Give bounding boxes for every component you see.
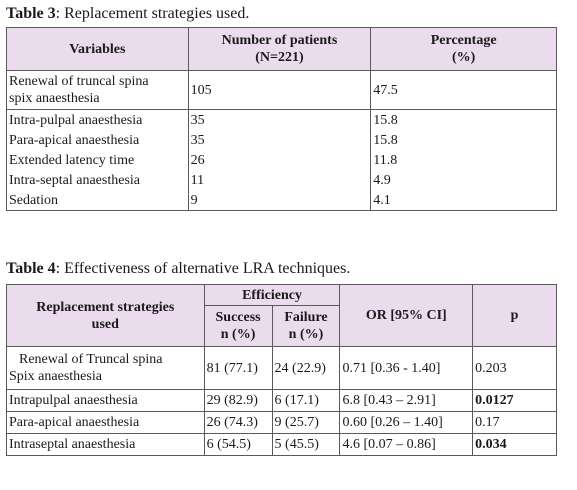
table3-cell-percentage: 4.9 xyxy=(373,172,391,188)
table4-header-efficiency: Efficiency xyxy=(204,284,341,306)
header-percentage-line1: Percentage xyxy=(430,33,497,48)
table4-caption: Table 4: Effectiveness of alternative LR… xyxy=(6,260,350,278)
header-strategies-line2: used xyxy=(91,316,119,332)
table3-cell-variable: Extended latency time xyxy=(6,150,189,170)
table4-header-p: p xyxy=(472,284,557,347)
header-patients-line2: (N=221) xyxy=(255,50,304,65)
table4-cell-strategy: Intrapulpal anaesthesia xyxy=(6,389,205,412)
strategy-line1: Renewal of Truncal spina xyxy=(19,352,163,367)
table3-cell-variable: Intra-septal anaesthesia xyxy=(6,170,189,190)
table3-cell-patients: 105 xyxy=(188,70,372,110)
table3-cell-percentage: 47.5 xyxy=(370,70,557,110)
table4-cell-strategy: Para-apical anaesthesia xyxy=(6,411,205,434)
table4-header-row-1: Replacement strategies used Efficiency OR… xyxy=(6,284,557,347)
table3-cell-percentage: 4.1 xyxy=(373,192,391,208)
table4-header-or: OR [95% CI] xyxy=(339,284,474,347)
table4-header-failure: Failure n (%) xyxy=(272,305,341,347)
header-patients-line1: Number of patients xyxy=(221,33,338,48)
table4-cell-failure: 6 (17.1) xyxy=(272,389,341,412)
table4-cell-p: 0.0127 xyxy=(472,389,557,412)
header-variables-label: Variables xyxy=(69,41,126,57)
table3: Variables Number of patients (N=221) Perc… xyxy=(6,27,557,211)
header-percentage-line2: (%) xyxy=(451,50,476,65)
header-success-line2: n (%) xyxy=(220,327,256,342)
table3-cell-percentage: 15.8 xyxy=(373,132,398,148)
table4-header-row-2: Success n (%) Failure n (%) xyxy=(7,305,557,347)
table-row: Intra-septal anaesthesia 11 4.9 xyxy=(6,170,557,190)
table3-cell-variable: Para-apical anaesthesia xyxy=(6,130,189,150)
table-row: Sedation 9 4.1 xyxy=(6,190,557,211)
table4-cell-strategy: Renewal of Truncal spina Spix anaesthesia xyxy=(6,346,205,390)
table3-header-percentage: Percentage (%) xyxy=(370,27,557,71)
table3-cell-patients: 26 xyxy=(188,150,372,170)
table4-cell-success: 81 (77.1) xyxy=(204,346,273,390)
table4-header-success: Success n (%) xyxy=(204,305,273,347)
table-row: Intraseptal anaesthesia 6 (54.5) 5 (45.5… xyxy=(6,433,557,456)
table4: Replacement strategies used Efficiency OR… xyxy=(6,284,557,456)
table4-cell-or: 0.71 [0.36 - 1.40] xyxy=(339,346,474,390)
table-row: Para-apical anaesthesia 26 (74.3) 9 (25.… xyxy=(6,411,557,434)
table3-cell-variable: Sedation xyxy=(6,190,189,211)
header-strategies-line1: Replacement strategies xyxy=(36,299,175,315)
table3-caption-text: : Replacement strategies used. xyxy=(55,5,250,22)
table3-cell-patients: 9 xyxy=(188,190,372,211)
table3-header-row: Variables Number of patients (N=221) Perc… xyxy=(6,27,557,71)
table4-cell-success: 6 (54.5) xyxy=(204,433,273,456)
table4-cell-failure: 24 (22.9) xyxy=(272,346,341,390)
table3-header-patients: Number of patients (N=221) xyxy=(188,27,372,71)
table4-cell-p: 0.203 xyxy=(472,346,557,390)
variable-line1: Renewal of truncal spina xyxy=(9,74,149,89)
table4-cell-success: 26 (74.3) xyxy=(204,411,273,434)
table4-cell-p: 0.034 xyxy=(472,433,557,456)
table3-cell-variable: Intra-pulpal anaesthesia xyxy=(6,109,189,130)
table-row: Extended latency time 26 11.8 xyxy=(6,150,557,170)
table3-cell-patients: 35 xyxy=(188,130,372,150)
table4-caption-label: Table 4 xyxy=(6,260,56,277)
table4-cell-failure: 9 (25.7) xyxy=(272,411,341,434)
table4-cell-failure: 5 (45.5) xyxy=(272,433,341,456)
table3-cell-percentage: 11.8 xyxy=(373,152,398,168)
table-row: Para-apical anaesthesia 35 15.8 xyxy=(6,130,557,150)
table4-cell-strategy: Intraseptal anaesthesia xyxy=(6,433,205,456)
table-row: Renewal of truncal spina spix anaesthesia… xyxy=(6,70,557,110)
header-failure-line2: n (%) xyxy=(288,327,324,342)
table3-caption: Table 3: Replacement strategies used. xyxy=(6,5,249,23)
table3-cell-percentage: 15.8 xyxy=(373,112,398,128)
table-row: Intra-pulpal anaesthesia 35 15.8 xyxy=(6,109,557,130)
table4-cell-p: 0.17 xyxy=(472,411,557,434)
table4-caption-text: : Effectiveness of alternative LRA techn… xyxy=(55,260,351,277)
strategy-line2: Spix anaesthesia xyxy=(9,369,102,384)
table-row: Renewal of Truncal spina Spix anaesthesia… xyxy=(6,346,557,390)
table-row: Intrapulpal anaesthesia 29 (82.9) 6 (17.… xyxy=(6,389,557,412)
variable-line2: spix anaesthesia xyxy=(9,91,100,106)
table3-cell-variable: Renewal of truncal spina spix anaesthesia xyxy=(6,70,189,110)
table4-cell-or: 4.6 [0.07 – 0.86] xyxy=(339,433,474,456)
table4-header-strategies: Replacement strategies used xyxy=(6,284,205,347)
table3-caption-label: Table 3 xyxy=(6,5,56,22)
header-failure-line1: Failure xyxy=(284,310,328,325)
table3-header-variables: Variables xyxy=(6,27,189,71)
table3-cell-patients: 35 xyxy=(188,109,372,130)
table4-cell-or: 6.8 [0.43 – 2.91] xyxy=(339,389,474,412)
header-success-line1: Success xyxy=(215,310,261,325)
table4-cell-success: 29 (82.9) xyxy=(204,389,273,412)
table4-cell-or: 0.60 [0.26 – 1.40] xyxy=(339,411,474,434)
table3-cell-patients: 11 xyxy=(188,170,372,190)
